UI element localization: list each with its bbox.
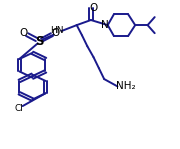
- Text: Cl: Cl: [15, 104, 24, 114]
- Text: O: O: [19, 28, 28, 38]
- Text: NH₂: NH₂: [116, 81, 135, 91]
- Text: O: O: [51, 28, 60, 38]
- Text: N: N: [101, 20, 109, 30]
- Text: HN: HN: [50, 26, 64, 35]
- Text: O: O: [89, 3, 98, 13]
- Text: S: S: [35, 35, 44, 48]
